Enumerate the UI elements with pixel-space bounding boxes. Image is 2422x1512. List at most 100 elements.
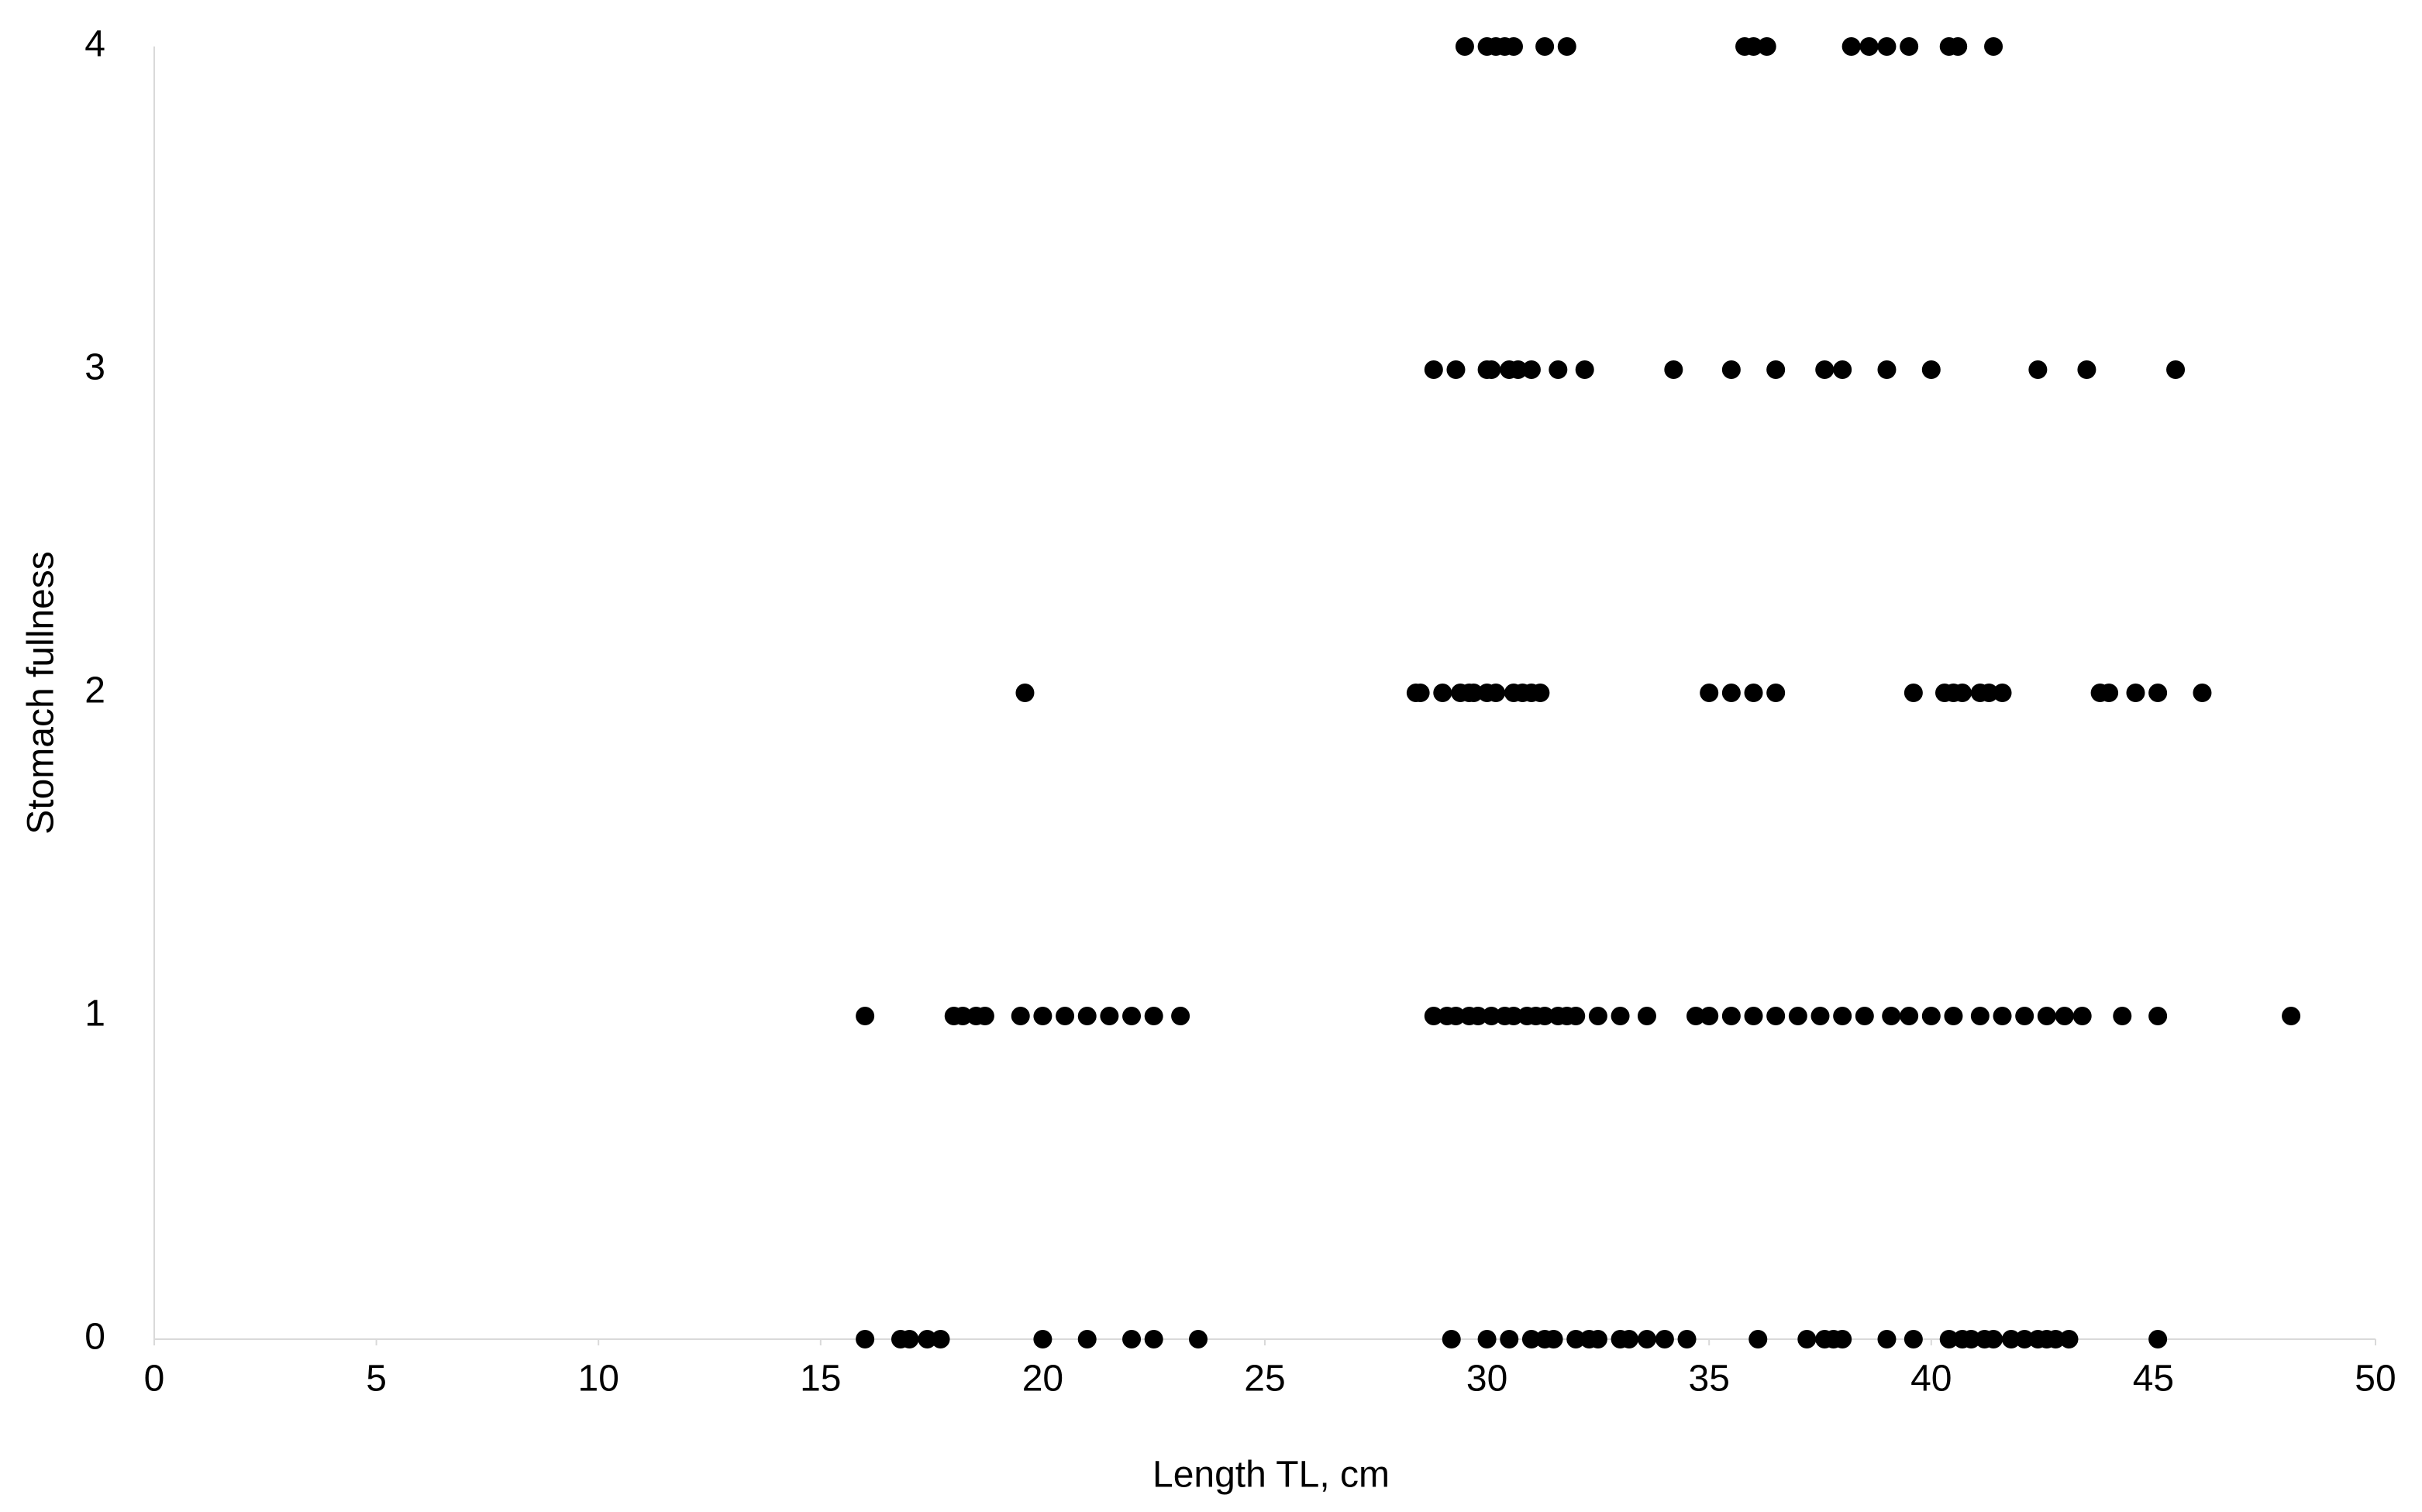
point [1535,1007,1555,1025]
point [1575,360,1594,379]
point [2113,1007,2132,1025]
point [1469,1007,1488,1025]
point [1544,1330,1563,1348]
point [1588,1330,1607,1348]
point [2148,684,2168,702]
point [1455,37,1474,56]
point [1637,1330,1656,1348]
x-tick-label: 45 [2133,1359,2174,1400]
point [1411,684,1430,702]
point [2001,1330,2021,1348]
point [1446,360,1466,379]
point [2015,1330,2034,1348]
point [2166,360,2186,379]
point [1979,684,1999,702]
point [2037,1007,2056,1025]
x-axis-label: Length TL, cm [1152,1455,1390,1496]
point [1788,1007,1807,1025]
point [1531,684,1550,702]
x-tick-label: 20 [1022,1359,1063,1400]
point [1424,1007,1443,1025]
point [1477,1330,1497,1348]
point [2193,684,2212,702]
point [1721,684,1741,702]
point [931,1330,950,1348]
point [1744,37,1763,56]
point [1189,1330,1208,1348]
y-tick-label: 4 [84,24,105,65]
point [1744,684,1763,702]
y-axis-label: Stomach fullness [21,551,62,835]
point [2148,1330,2168,1348]
point [1903,1330,1923,1348]
point [1464,684,1483,702]
y-tick-label: 1 [84,994,105,1035]
point [1620,1330,1639,1348]
point [2072,1007,2092,1025]
point [1566,1007,1586,1025]
point [1948,37,1968,56]
point [2055,1007,2074,1025]
point [1833,360,1852,379]
point [1482,360,1501,379]
point [1500,1330,1519,1348]
point [1833,1330,1852,1348]
point [1984,1330,2003,1348]
point [1588,1007,1607,1025]
point [1700,684,1719,702]
point [1900,37,1919,56]
point [1171,1007,1190,1025]
point [1962,1330,1981,1348]
point [1549,360,1568,379]
x-tick-label: 10 [578,1359,619,1400]
point [1504,37,1523,56]
point [1877,37,1897,56]
point [1637,1007,1656,1025]
point [1859,37,1879,56]
point [900,1330,919,1348]
point [1521,1330,1541,1348]
y-tick-label: 0 [84,1317,105,1358]
x-tick-label: 25 [1244,1359,1285,1400]
point [1442,1330,1461,1348]
point [1744,1007,1763,1025]
point [1535,37,1555,56]
point [1944,1007,1963,1025]
point [2046,1330,2065,1348]
point [1984,37,2003,56]
point [953,1007,973,1025]
point [1810,1007,1830,1025]
point [1766,684,1786,702]
point [1557,37,1576,56]
point [1766,360,1786,379]
point [2015,1007,2034,1025]
point [1833,1007,1852,1025]
point [1433,684,1452,702]
point [1686,1007,1706,1025]
point [1033,1007,1053,1025]
point [1766,1007,1786,1025]
point [1611,1007,1630,1025]
point [2100,684,2119,702]
x-tick-label: 5 [366,1359,387,1400]
point [1939,1330,1959,1348]
point [1122,1007,1142,1025]
y-tick-label: 2 [84,670,105,711]
point [1952,684,1972,702]
x-tick-label: 0 [144,1359,165,1400]
point [1521,360,1541,379]
point [1011,1007,1030,1025]
point [1446,1007,1466,1025]
point [1482,1007,1501,1025]
point [1700,1007,1719,1025]
x-tick-label: 15 [800,1359,841,1400]
point [1900,1007,1919,1025]
point [1970,1007,1990,1025]
point [1566,1330,1586,1348]
point [1993,684,2012,702]
point [1903,684,1923,702]
point [1504,1007,1523,1025]
point [1877,360,1897,379]
